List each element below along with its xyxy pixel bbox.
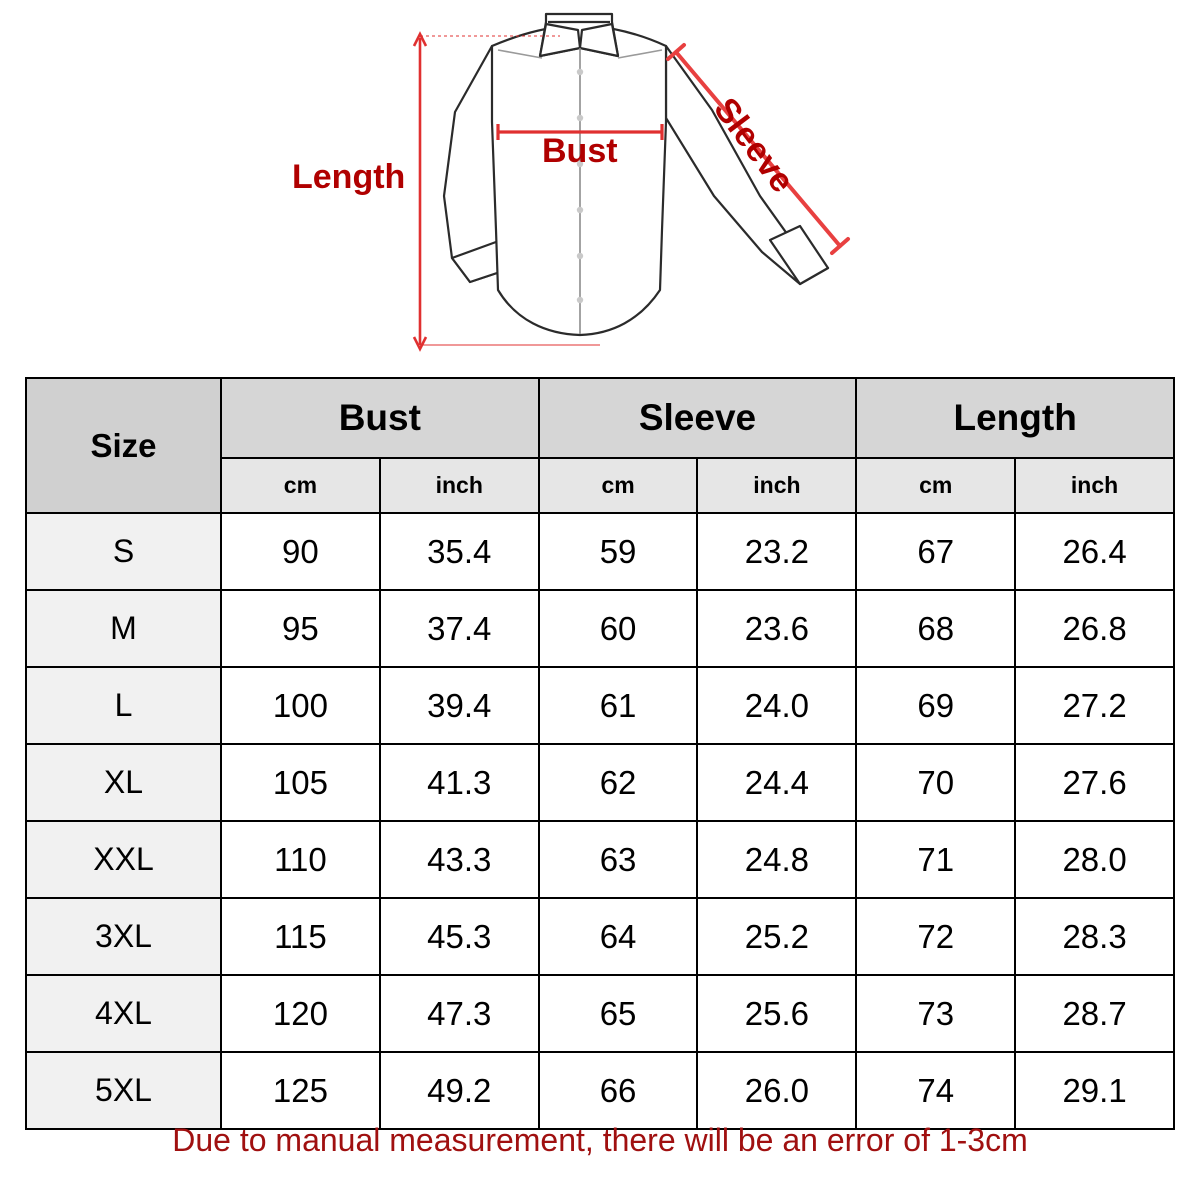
shirt-buttons <box>576 68 584 304</box>
cell-sleeve-inch: 24.0 <box>696 666 858 745</box>
cell-length-inch: 26.8 <box>1014 589 1175 668</box>
cell-size: L <box>25 666 222 745</box>
cell-bust-cm: 115 <box>220 897 381 976</box>
column-header-bust: Bust <box>220 377 540 459</box>
cell-sleeve-cm: 65 <box>537 974 699 1053</box>
unit-header-sleeve-cm: cm <box>537 457 699 514</box>
cell-length-inch: 28.7 <box>1014 974 1175 1053</box>
cell-bust-inch: 49.2 <box>378 1051 540 1130</box>
cell-length-cm: 67 <box>855 512 1017 591</box>
cell-length-inch: 27.6 <box>1014 743 1175 822</box>
header-row-groups: Size Bust Sleeve Length <box>25 377 1175 514</box>
column-header-length: Length <box>855 377 1175 459</box>
unit-header-sleeve-inch: inch <box>696 457 858 514</box>
unit-header-length-inch: inch <box>1014 457 1175 514</box>
cell-bust-cm: 100 <box>220 666 381 745</box>
size-chart-table-wrapper: Size Bust Sleeve Length cm inch cm inch … <box>25 377 1175 1130</box>
table-row: 3XL 115 45.3 64 25.2 72 28.3 <box>25 897 1175 976</box>
cell-bust-cm: 125 <box>220 1051 381 1130</box>
cell-sleeve-cm: 66 <box>537 1051 699 1130</box>
cell-sleeve-cm: 64 <box>537 897 699 976</box>
cell-bust-inch: 43.3 <box>378 820 540 899</box>
cell-size: XL <box>25 743 222 822</box>
garment-diagram: Length Bust Sleeve <box>0 0 1200 370</box>
column-header-sleeve: Sleeve <box>537 377 858 459</box>
cell-length-inch: 26.4 <box>1014 512 1175 591</box>
cell-bust-inch: 45.3 <box>378 897 540 976</box>
cell-bust-cm: 95 <box>220 589 381 668</box>
bust-dimension <box>496 124 664 140</box>
unit-header-length-cm: cm <box>855 457 1017 514</box>
cell-bust-inch: 37.4 <box>378 589 540 668</box>
cell-bust-inch: 35.4 <box>378 512 540 591</box>
sleeve-dimension <box>666 43 850 255</box>
cell-sleeve-cm: 61 <box>537 666 699 745</box>
table-row: XXL 110 43.3 63 24.8 71 28.0 <box>25 820 1175 899</box>
cell-sleeve-inch: 24.4 <box>696 743 858 822</box>
cell-sleeve-inch: 25.2 <box>696 897 858 976</box>
cell-length-cm: 70 <box>855 743 1017 822</box>
cell-length-cm: 74 <box>855 1051 1017 1130</box>
table-row: 5XL 125 49.2 66 26.0 74 29.1 <box>25 1051 1175 1130</box>
cell-sleeve-inch: 25.6 <box>696 974 858 1053</box>
cell-size: 4XL <box>25 974 222 1053</box>
cell-bust-cm: 110 <box>220 820 381 899</box>
table-row: M 95 37.4 60 23.6 68 26.8 <box>25 589 1175 668</box>
cell-size: 5XL <box>25 1051 222 1130</box>
bust-label: Bust <box>542 132 618 170</box>
column-header-size: Size <box>25 377 222 514</box>
table-body: S 90 35.4 59 23.2 67 26.4 M 95 37.4 60 23.6 68 26.8 L 1… <box>25 512 1175 1130</box>
cell-sleeve-cm: 59 <box>537 512 699 591</box>
table-head: Size Bust Sleeve Length cm inch cm inch … <box>25 377 1175 514</box>
length-label: Length <box>292 158 406 196</box>
cell-bust-inch: 47.3 <box>378 974 540 1053</box>
cell-size: S <box>25 512 222 591</box>
measurement-disclaimer: Due to manual measurement, there will be… <box>172 1122 1028 1158</box>
cell-length-cm: 72 <box>855 897 1017 976</box>
cell-length-cm: 73 <box>855 974 1017 1053</box>
table-row: L 100 39.4 61 24.0 69 27.2 <box>25 666 1175 745</box>
cell-length-inch: 28.3 <box>1014 897 1175 976</box>
cell-sleeve-inch: 23.2 <box>696 512 858 591</box>
table-row: XL 105 41.3 62 24.4 70 27.6 <box>25 743 1175 822</box>
cell-length-cm: 69 <box>855 666 1017 745</box>
length-dimension <box>412 31 428 352</box>
cell-sleeve-cm: 62 <box>537 743 699 822</box>
cell-bust-inch: 39.4 <box>378 666 540 745</box>
cell-sleeve-inch: 26.0 <box>696 1051 858 1130</box>
cell-sleeve-cm: 60 <box>537 589 699 668</box>
size-chart-table: Size Bust Sleeve Length cm inch cm inch … <box>25 377 1175 1130</box>
unit-header-bust-cm: cm <box>220 457 381 514</box>
cell-size: XXL <box>25 820 222 899</box>
table-row: 4XL 120 47.3 65 25.6 73 28.7 <box>25 974 1175 1053</box>
table-row: S 90 35.4 59 23.2 67 26.4 <box>25 512 1175 591</box>
cell-sleeve-cm: 63 <box>537 820 699 899</box>
cell-length-inch: 27.2 <box>1014 666 1175 745</box>
cell-sleeve-inch: 23.6 <box>696 589 858 668</box>
cell-size: M <box>25 589 222 668</box>
cell-bust-inch: 41.3 <box>378 743 540 822</box>
cell-length-inch: 29.1 <box>1014 1051 1175 1130</box>
cell-bust-cm: 120 <box>220 974 381 1053</box>
cell-bust-cm: 90 <box>220 512 381 591</box>
cell-length-inch: 28.0 <box>1014 820 1175 899</box>
cell-length-cm: 68 <box>855 589 1017 668</box>
cell-length-cm: 71 <box>855 820 1017 899</box>
shirt-illustration <box>412 12 850 352</box>
cell-size: 3XL <box>25 897 222 976</box>
header-row-units: cm inch cm inch cm inch <box>26 457 1175 514</box>
cell-bust-cm: 105 <box>220 743 381 822</box>
unit-header-bust-inch: inch <box>378 457 540 514</box>
shirt-collar <box>538 12 620 58</box>
cell-sleeve-inch: 24.8 <box>696 820 858 899</box>
shoulder-seams <box>497 49 663 59</box>
